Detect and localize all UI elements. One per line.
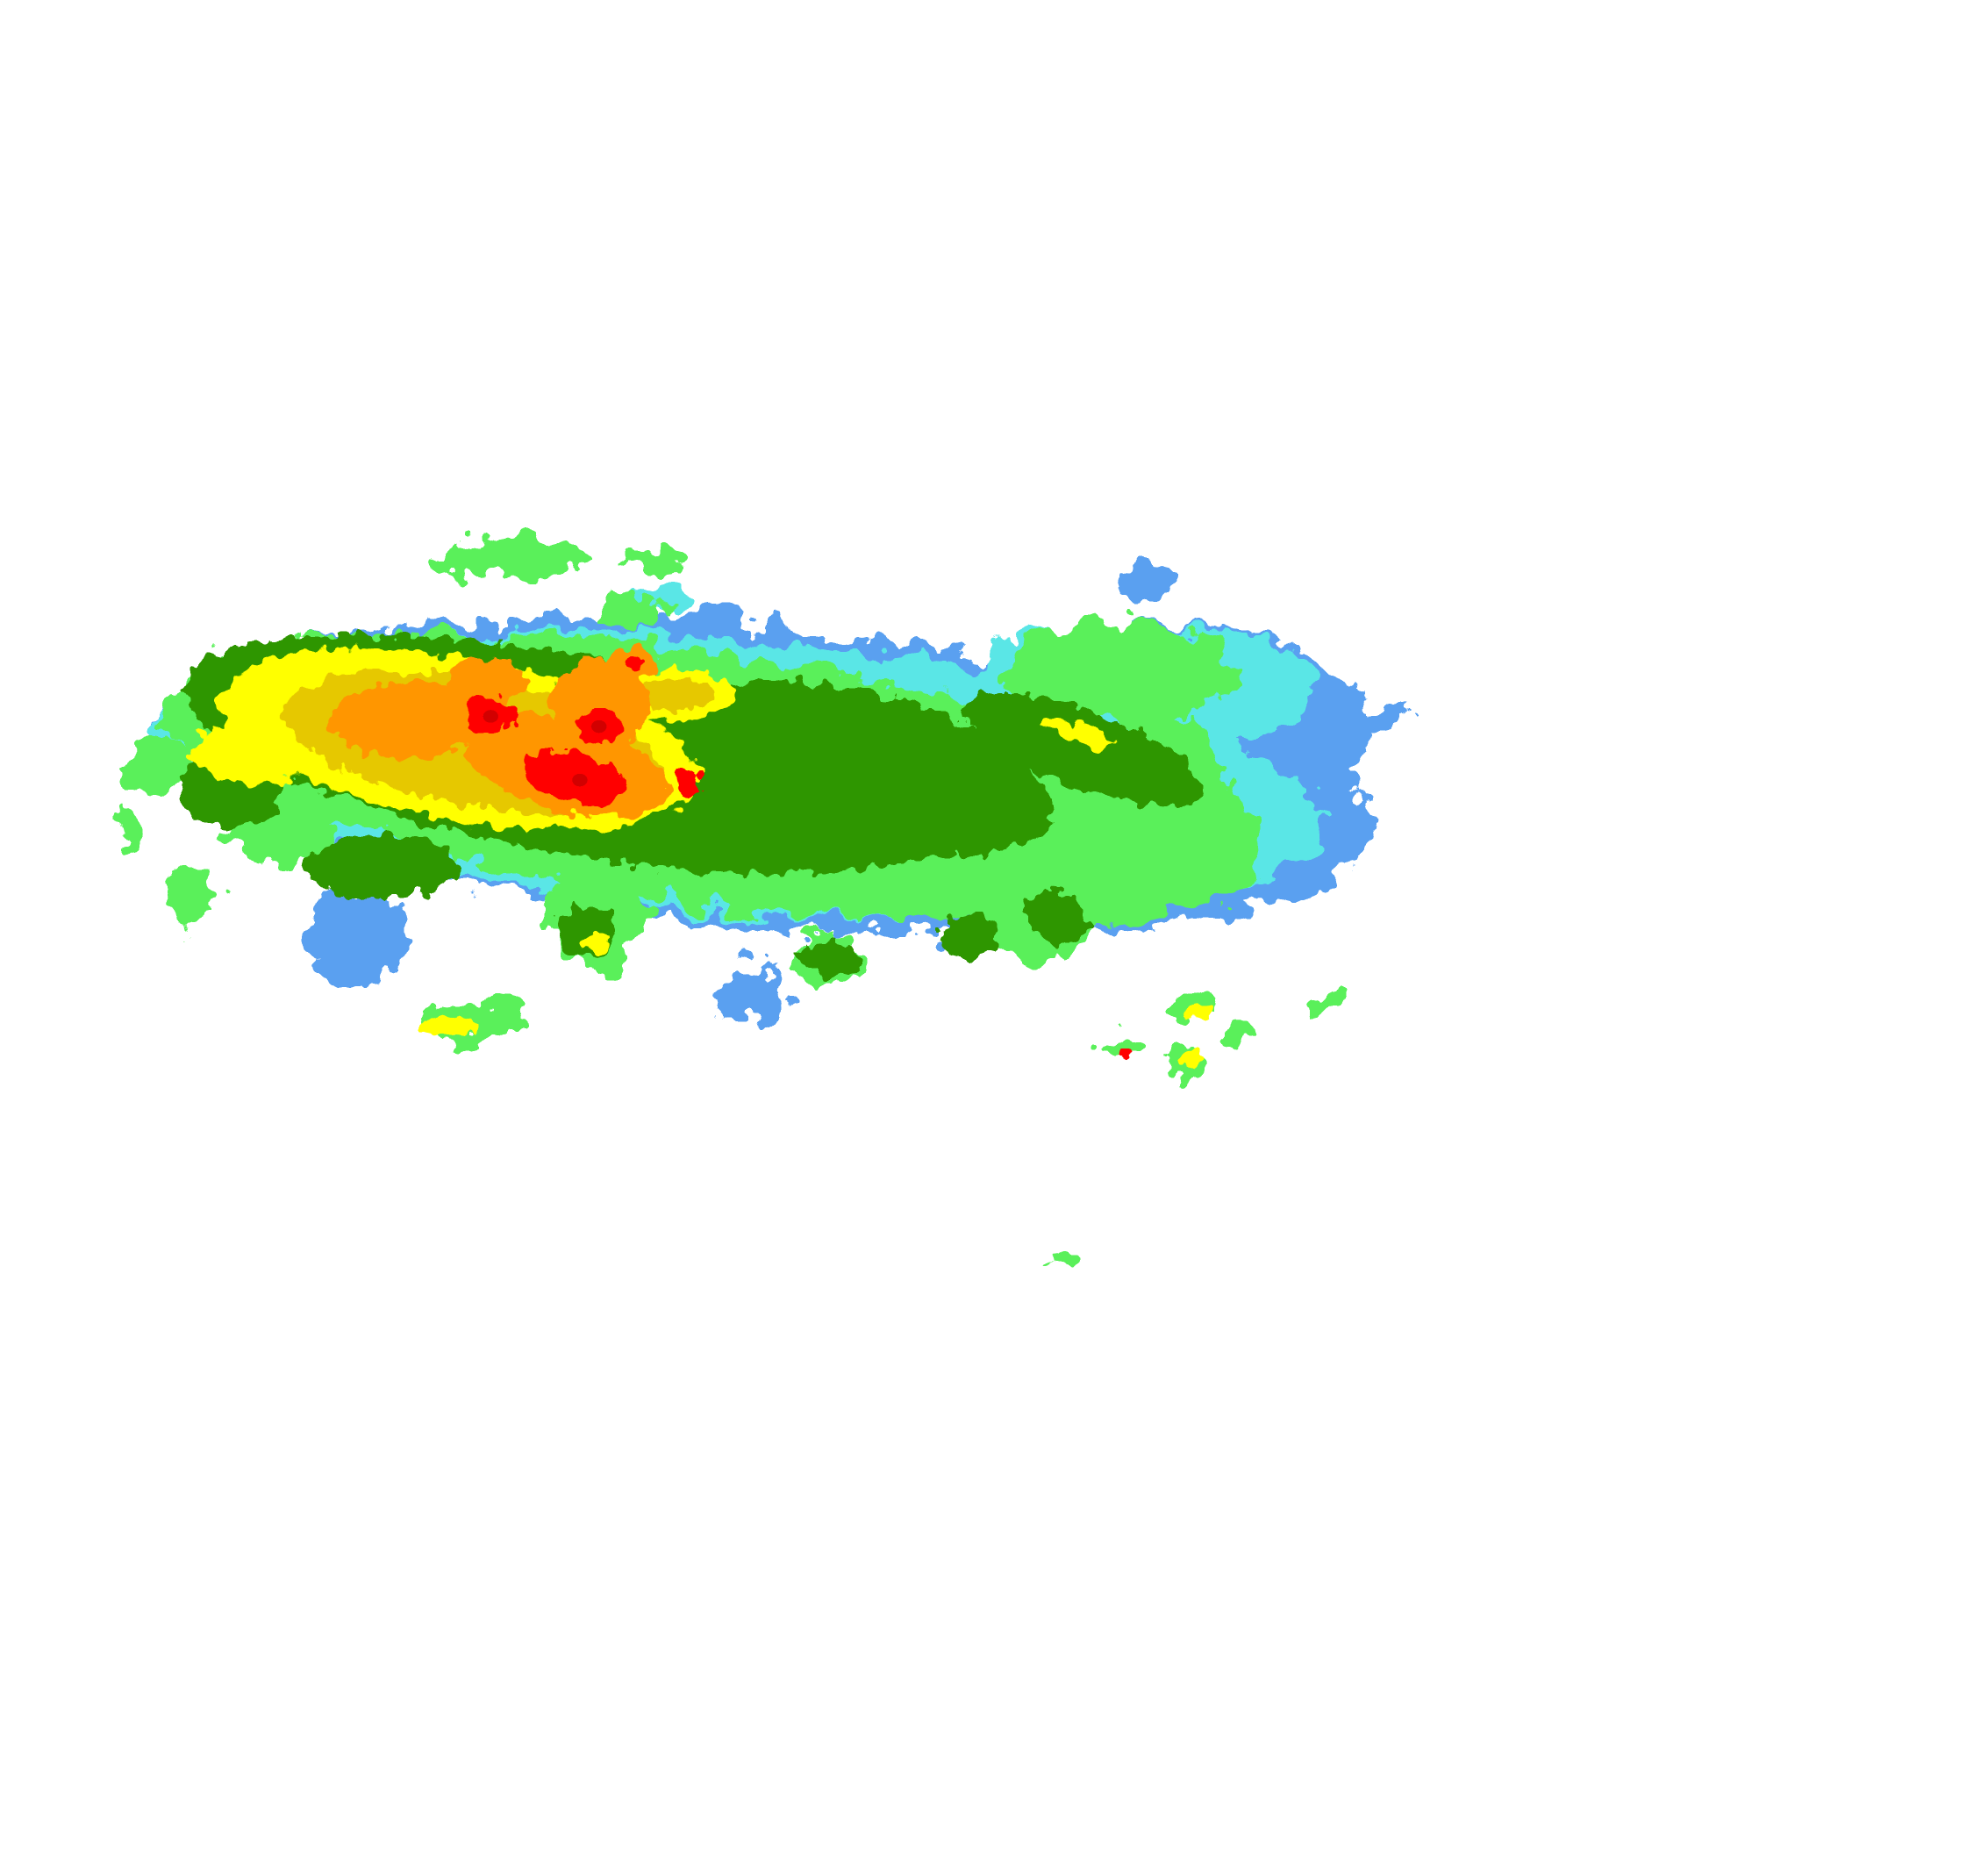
precipitation-echo: [674, 772, 703, 796]
precipitation-echo: [597, 592, 664, 632]
precipitation-echo: [483, 710, 498, 723]
precipitation-echo: [554, 907, 619, 959]
precipitation-echo: [331, 682, 484, 759]
precipitation-echo: [572, 773, 588, 787]
precipitation-echo: [190, 719, 319, 784]
precipitation-echo: [165, 860, 217, 925]
echo-layer-dark-red: [483, 710, 607, 787]
precipitation-echo: [1040, 716, 1113, 749]
precipitation-echo: [798, 941, 863, 977]
precipitation-echo: [448, 656, 526, 708]
precipitation-echo: [305, 888, 408, 985]
precipitation-echo: [1004, 621, 1239, 725]
precipitation-echo: [618, 550, 695, 571]
precipitation-echo: [547, 659, 650, 748]
precipitation-echo: [420, 1015, 477, 1037]
precipitation-echo: [1312, 991, 1339, 1013]
precipitation-echo: [962, 692, 1204, 806]
precipitation-echo: [938, 913, 999, 960]
precipitation-echo: [1102, 1037, 1141, 1058]
precipitation-echo: [590, 719, 607, 734]
precipitation-echo: [1121, 563, 1173, 610]
precipitation-echo: [114, 805, 140, 852]
precipitation-echo: [581, 933, 612, 954]
precipitation-echo: [681, 680, 1053, 855]
precipitation-echo: [675, 612, 753, 638]
precipitation-echo: [1219, 1022, 1258, 1043]
precipitation-echo: [626, 655, 647, 671]
precipitation-echo: [125, 736, 193, 793]
precipitation-echo: [1184, 1005, 1211, 1021]
precipitation-echo: [637, 679, 714, 711]
precipitation-echo: [1319, 705, 1409, 723]
precipitation-echo: [1026, 890, 1090, 946]
precipitation-echo: [1051, 1254, 1077, 1265]
precipitation-echo: [1181, 1052, 1202, 1069]
precipitation-echo: [433, 538, 587, 576]
precipitation-echo: [1119, 1051, 1131, 1060]
precipitation-echo: [716, 963, 788, 1026]
precipitation-echo: [305, 834, 459, 899]
